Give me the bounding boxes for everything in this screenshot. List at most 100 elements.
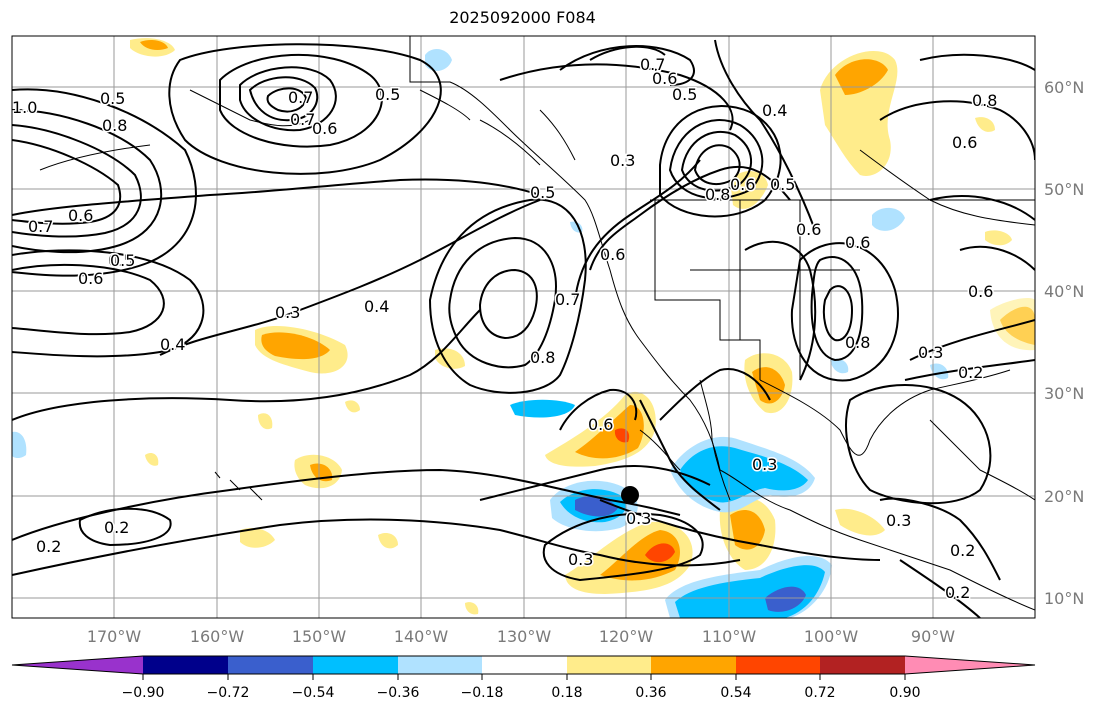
contour-label: 0.3 <box>275 303 300 322</box>
positive-shade <box>345 400 360 413</box>
contour-label: 0.6 <box>845 233 870 252</box>
contour-line <box>559 45 695 86</box>
contour-line <box>168 43 442 175</box>
contour-line <box>12 124 142 238</box>
contour-label: 0.8 <box>705 185 730 204</box>
contour-line <box>909 319 1035 361</box>
contour-label: 0.6 <box>68 206 93 225</box>
lat-label: 10°N <box>1044 589 1084 608</box>
contour-label: 0.2 <box>945 583 970 602</box>
positive-shade <box>145 453 159 466</box>
contour-line <box>12 309 481 421</box>
contour-label: 0.5 <box>672 85 697 104</box>
contour-line <box>879 497 1001 581</box>
colorbar-tick-label: −0.54 <box>292 685 335 701</box>
contour-label: 0.4 <box>762 101 787 120</box>
contour-line <box>428 198 587 394</box>
contour-line <box>714 39 816 231</box>
contour-label: 0.5 <box>770 175 795 194</box>
contour-label: 0.5 <box>100 89 125 108</box>
contour-label: 0.6 <box>796 220 821 239</box>
colorbar-tick-label: 0.18 <box>551 685 582 701</box>
contour-label: 0.6 <box>652 69 677 88</box>
colorbar-segment <box>228 656 313 674</box>
contour-line <box>744 240 817 381</box>
map-border <box>11 35 1036 619</box>
negative-shade <box>830 358 849 374</box>
contour-label: 0.5 <box>530 183 555 202</box>
negative-shade <box>872 207 905 231</box>
contour-label: 0.2 <box>958 363 983 382</box>
contour-line <box>12 109 163 254</box>
lat-label: 20°N <box>1044 487 1084 506</box>
colorbar-segment <box>567 656 651 674</box>
colorbar-segment <box>482 656 567 674</box>
positive-shade <box>140 40 168 50</box>
lon-label: 170°W <box>87 627 142 646</box>
contour-line <box>239 66 337 132</box>
positive-shade <box>600 530 680 581</box>
lon-label: 90°W <box>911 627 955 646</box>
colorbar-segment <box>651 656 736 674</box>
contour-label: 0.8 <box>530 348 555 367</box>
colorbar-tick-label: 0.36 <box>635 685 666 701</box>
contour-label: 0.6 <box>588 415 613 434</box>
contour-line <box>499 63 734 131</box>
contour-line <box>904 359 1035 381</box>
colorbar-segment <box>143 656 228 674</box>
contour-line <box>599 499 881 561</box>
contour-label: 0.2 <box>104 518 129 537</box>
colorbar-segment <box>313 656 398 674</box>
contour-label: 0.8 <box>102 116 127 135</box>
positive-shade <box>261 332 330 360</box>
contour-line <box>899 559 981 618</box>
lon-label: 160°W <box>190 627 245 646</box>
lat-label: 30°N <box>1044 384 1084 403</box>
contour-label: 0.5 <box>110 251 135 270</box>
lat-axis: 60°N 50°N 40°N 30°N 20°N 10°N <box>1044 78 1084 608</box>
contour-label: 0.2 <box>950 541 975 560</box>
colorbar-segment <box>398 656 482 674</box>
positive-shade <box>975 117 995 132</box>
colorbar-segment <box>820 656 905 674</box>
contour-line <box>919 53 1035 71</box>
negative-shade <box>510 399 575 418</box>
contour-label: 0.6 <box>952 133 977 152</box>
contour-line <box>159 199 541 356</box>
lon-label: 130°W <box>497 627 552 646</box>
negative-shade <box>425 48 452 72</box>
contour-label: 0.6 <box>312 119 337 138</box>
contour-line <box>12 88 197 277</box>
contour-label: 0.2 <box>36 537 61 556</box>
negative-shade <box>680 446 808 503</box>
contour-label: 0.3 <box>886 511 911 530</box>
positive-shade <box>258 413 273 430</box>
colorbar-tick-label: −0.72 <box>207 685 250 701</box>
contour-label: 0.6 <box>600 245 625 264</box>
contour-label: 0.3 <box>610 151 635 170</box>
contour-line <box>542 512 704 582</box>
contour-line <box>12 518 741 576</box>
colorbar: −0.90 −0.72 −0.54 −0.36 −0.18 0.18 0.36 … <box>11 655 1036 701</box>
contour-line <box>12 468 681 541</box>
lon-axis: 170°W 160°W 150°W 140°W 130°W 120°W 110°… <box>87 627 955 646</box>
lat-label: 50°N <box>1044 180 1084 199</box>
lon-label: 100°W <box>804 627 859 646</box>
contour-line <box>822 285 854 342</box>
lon-label: 140°W <box>394 627 449 646</box>
contour-line <box>659 368 771 421</box>
contour-line <box>12 263 165 336</box>
contour-label: 0.6 <box>968 282 993 301</box>
contour-label: 0.7 <box>290 110 315 129</box>
negative-shade <box>575 495 618 517</box>
contour-line <box>248 76 319 122</box>
colorbar-extend-high <box>905 656 1035 674</box>
negative-shade <box>12 431 27 459</box>
negative-shade <box>765 586 806 612</box>
contour-labels: 1.0 0.5 0.8 0.7 0.6 0.5 0.7 0.6 0.5 0.7 … <box>12 54 999 604</box>
positive-shade <box>575 405 644 459</box>
contour-label: 0.3 <box>918 343 943 362</box>
contour-label: 0.7 <box>288 88 313 107</box>
contour-line <box>12 249 205 358</box>
